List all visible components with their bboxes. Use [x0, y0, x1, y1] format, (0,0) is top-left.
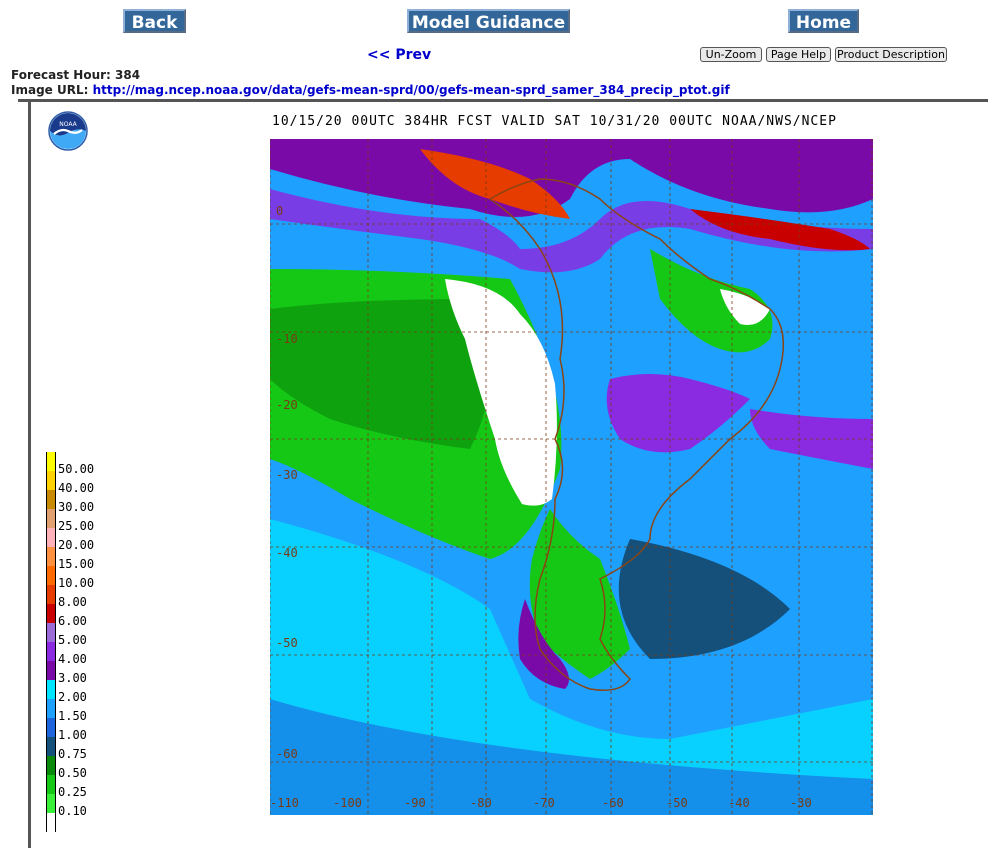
legend-label: 4.00 — [58, 652, 87, 666]
legend-item: 0.50 — [46, 756, 136, 780]
longitude-label: -50 — [666, 796, 688, 810]
south-america-coastline — [488, 178, 785, 691]
legend-item: 0.10 — [46, 794, 136, 818]
legend-item: 50.00 — [46, 452, 136, 476]
legend-swatch — [46, 528, 56, 547]
legend-label: 1.00 — [58, 728, 87, 742]
legend-label: 0.25 — [58, 785, 87, 799]
longitude-label: -40 — [728, 796, 750, 810]
legend-label: 0.75 — [58, 747, 87, 761]
legend-label: 8.00 — [58, 595, 87, 609]
map-graticule — [270, 139, 873, 815]
legend-label: 3.00 — [58, 671, 87, 685]
legend-swatch — [46, 756, 56, 775]
image-url-link[interactable]: http://mag.ncep.noaa.gov/data/gefs-mean-… — [92, 83, 730, 97]
legend-item: 0.25 — [46, 775, 136, 799]
latitude-label: -30 — [276, 468, 298, 482]
longitude-label: -30 — [790, 796, 812, 810]
longitude-label: -70 — [533, 796, 555, 810]
legend-label: 0.50 — [58, 766, 87, 780]
prev-link[interactable]: << Prev — [367, 47, 432, 63]
legend-item: 25.00 — [46, 509, 136, 533]
unzoom-button[interactable]: Un-Zoom — [700, 47, 762, 62]
legend-item: 40.00 — [46, 471, 136, 495]
legend-item: 2.00 — [46, 680, 136, 704]
legend-item: 4.00 — [46, 642, 136, 666]
legend-label: 10.00 — [58, 576, 95, 590]
home-button[interactable]: Home — [788, 9, 859, 33]
legend-swatch — [46, 585, 56, 604]
page-help-button[interactable]: Page Help — [766, 47, 831, 62]
legend-label: 6.00 — [58, 614, 87, 628]
latitude-label: -20 — [276, 398, 298, 412]
legend-item: 20.00 — [46, 528, 136, 552]
frame-left-border — [28, 99, 31, 848]
legend-item: 1.00 — [46, 718, 136, 742]
latitude-label: 0 — [276, 204, 284, 218]
legend-item: 5.00 — [46, 623, 136, 647]
legend-swatch — [46, 642, 56, 661]
legend-swatch — [46, 471, 56, 490]
legend-swatch — [46, 737, 56, 756]
model-guidance-button[interactable]: Model Guidance — [407, 9, 570, 33]
legend-item — [46, 813, 136, 832]
legend-label: 1.50 — [58, 709, 87, 723]
back-button[interactable]: Back — [123, 9, 186, 33]
legend-swatch — [46, 566, 56, 585]
longitude-label: -80 — [470, 796, 492, 810]
legend-swatch — [46, 547, 56, 566]
legend-item: 6.00 — [46, 604, 136, 628]
latitude-label: -60 — [276, 747, 298, 761]
precip-map[interactable] — [270, 139, 873, 815]
legend-item: 3.00 — [46, 661, 136, 685]
image-url-label: Image URL: — [11, 83, 89, 97]
longitude-label: -110 — [270, 796, 299, 810]
legend-swatch — [46, 604, 56, 623]
forecast-hour-text: Forecast Hour: 384 — [11, 68, 141, 82]
legend-swatch — [46, 661, 56, 680]
legend-label: 0.10 — [58, 804, 87, 818]
legend-swatch — [46, 623, 56, 642]
legend-swatch — [46, 509, 56, 528]
image-url-line: Image URL: http://mag.ncep.noaa.gov/data… — [11, 83, 730, 97]
legend-label: 2.00 — [58, 690, 87, 704]
legend-swatch — [46, 699, 56, 718]
svg-text:NOAA: NOAA — [59, 121, 77, 128]
legend-swatch — [46, 775, 56, 794]
legend-swatch — [46, 794, 56, 813]
longitude-label: -100 — [333, 796, 362, 810]
legend-swatch — [46, 718, 56, 737]
legend-label: 5.00 — [58, 633, 87, 647]
legend-item: 10.00 — [46, 566, 136, 590]
frame-top-border — [18, 99, 988, 102]
legend-label: 25.00 — [58, 519, 95, 533]
legend-label: 40.00 — [58, 481, 95, 495]
legend-item: 1.50 — [46, 699, 136, 723]
legend-item: 30.00 — [46, 490, 136, 514]
noaa-logo-icon: NOAA — [48, 111, 88, 151]
legend-item: 8.00 — [46, 585, 136, 609]
legend-label: 20.00 — [58, 538, 95, 552]
legend-swatch — [46, 490, 56, 509]
latitude-label: -10 — [276, 332, 298, 346]
dry-region — [445, 279, 557, 506]
map-title: 10/15/20 00UTC 384HR FCST VALID SAT 10/3… — [272, 114, 837, 129]
legend-label: 15.00 — [58, 557, 95, 571]
legend-item: 15.00 — [46, 547, 136, 571]
legend-swatch — [46, 813, 56, 832]
legend-swatch — [46, 452, 56, 471]
latitude-label: -50 — [276, 636, 298, 650]
longitude-label: -90 — [404, 796, 426, 810]
legend-label: 30.00 — [58, 500, 95, 514]
legend-label: 50.00 — [58, 462, 95, 476]
legend-item: 0.75 — [46, 737, 136, 761]
latitude-label: -40 — [276, 546, 298, 560]
product-description-button[interactable]: Product Description — [835, 47, 947, 62]
longitude-label: -60 — [602, 796, 624, 810]
legend-swatch — [46, 680, 56, 699]
